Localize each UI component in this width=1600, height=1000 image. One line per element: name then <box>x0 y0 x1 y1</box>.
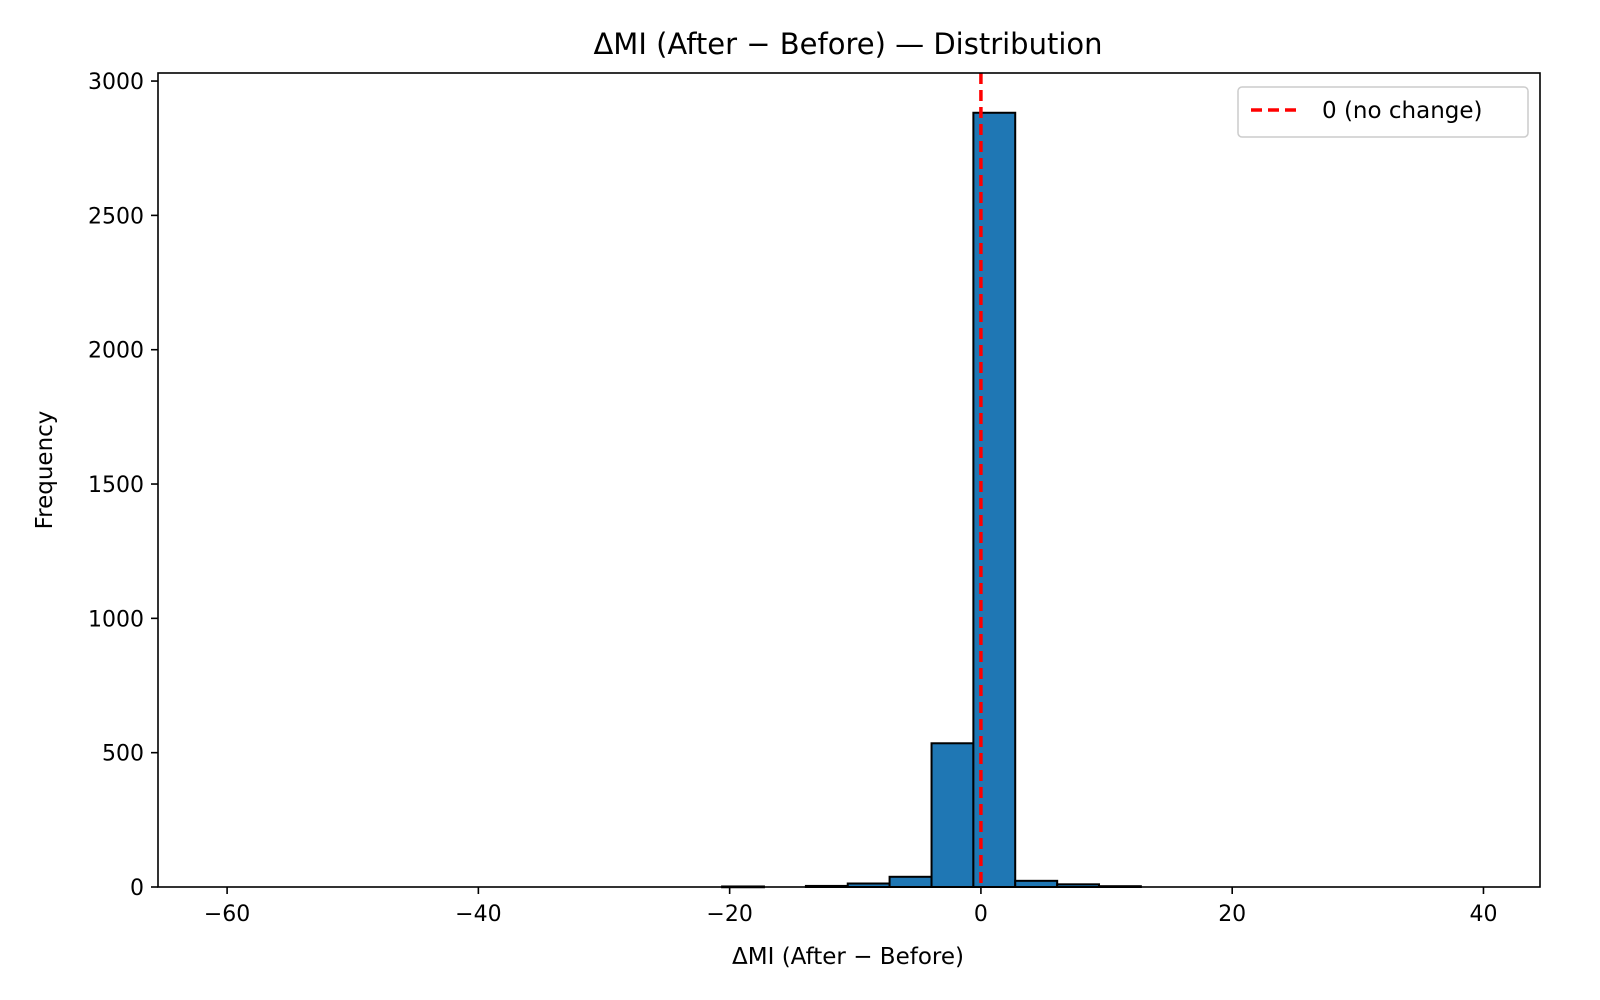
histogram-bars <box>721 111 1142 889</box>
legend-entry-label: 0 (no change) <box>1322 98 1483 124</box>
y-tick-label: 500 <box>102 742 144 767</box>
legend: 0 (no change) <box>1237 86 1529 138</box>
y-tick-label: 1000 <box>88 607 144 632</box>
x-tick-label: 20 <box>1218 902 1246 927</box>
histogram-bar <box>930 742 975 888</box>
x-axis-ticks: −60 −40 −20 0 20 40 <box>204 887 1497 927</box>
x-axis-label: ΔMI (After − Before) <box>732 944 964 970</box>
y-tick-label: 1500 <box>88 473 144 498</box>
x-tick-label: −40 <box>455 902 501 927</box>
x-tick-label: 0 <box>974 902 988 927</box>
x-tick-label: −60 <box>204 902 250 927</box>
y-tick-label: 2000 <box>88 339 144 364</box>
histogram-bar <box>1014 879 1059 888</box>
y-axis-ticks: 0 500 1000 1500 2000 2500 3000 <box>88 70 158 901</box>
plot-frame <box>157 72 1541 888</box>
x-tick-label: 40 <box>1469 902 1497 927</box>
histogram-bar <box>888 875 933 889</box>
chart-title: ΔMI (After − Before) — Distribution <box>593 27 1102 61</box>
y-tick-label: 2500 <box>88 204 144 229</box>
y-axis-label: Frequency <box>32 411 58 530</box>
y-tick-label: 0 <box>130 876 144 901</box>
legend-box <box>1237 86 1529 138</box>
y-tick-label: 3000 <box>88 70 144 95</box>
x-tick-label: −20 <box>706 902 752 927</box>
